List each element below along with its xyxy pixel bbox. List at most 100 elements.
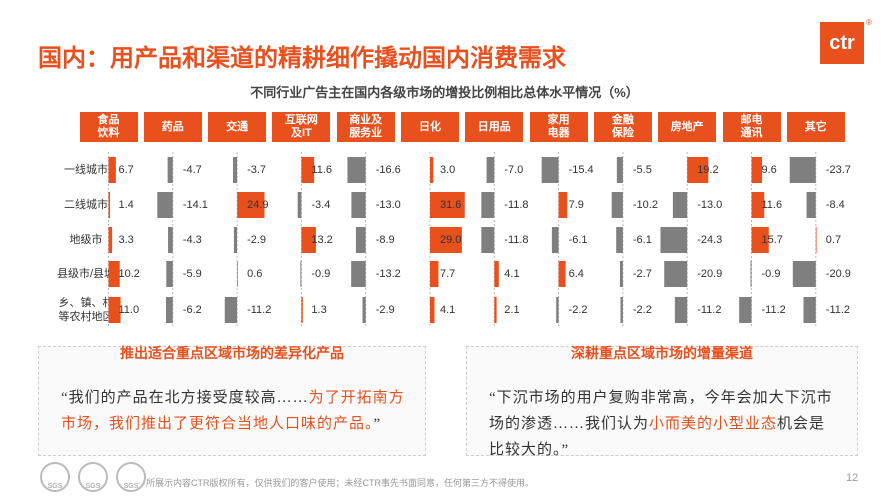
quote: “我们的产品在北方接受度较高……为了开拓南方市场，我们推出了更符合当地人口味的产… [61, 385, 409, 437]
value-label: -13.0 [376, 199, 401, 211]
column-header: 金融 保险 [593, 112, 652, 142]
bar [687, 157, 709, 183]
value-label: -11.2 [247, 304, 271, 316]
bar [237, 192, 265, 218]
value-label: -6.1 [633, 234, 652, 246]
bar [351, 261, 366, 287]
bar [494, 297, 497, 323]
bar [486, 157, 495, 183]
value-label: -11.2 [826, 304, 850, 316]
callout-title: 推出适合重点区域市场的差异化产品 [120, 345, 344, 361]
bar [556, 297, 559, 323]
value-label: 3.0 [440, 164, 455, 176]
bar [362, 297, 366, 323]
bar [108, 227, 113, 253]
bar [430, 261, 439, 287]
value-label: -8.4 [826, 199, 845, 211]
bar [430, 297, 435, 323]
quote: “下沉市场的用户复购非常高，今年会加大下沉市场的渗透……我们认为小而美的小型业态… [489, 385, 841, 463]
bar [108, 261, 120, 287]
bar [806, 192, 816, 218]
bar [664, 261, 688, 287]
value-label: -13.2 [376, 268, 401, 280]
quote-text: “下沉市场的用户复购非常高，今年会加大下沉市场的渗透……我们认为 [489, 390, 833, 432]
column-header: 房地产 [658, 112, 717, 142]
bar [301, 297, 303, 323]
value-label: 11.6 [762, 199, 783, 211]
value-label: -6.2 [183, 304, 202, 316]
callout: 深耕重点区域市场的增量渠道 “下沉市场的用户复购非常高，今年会加大下沉市场的渗透… [466, 345, 858, 458]
value-label: 4.1 [440, 304, 455, 316]
bar [558, 192, 568, 218]
page-number: 12 [846, 472, 859, 484]
bar [167, 157, 173, 183]
value-label: -15.4 [569, 164, 594, 176]
column-header: 交通 [208, 112, 267, 142]
badges: SGS SGS SGS [40, 462, 146, 492]
bar [616, 227, 623, 253]
bar [430, 157, 434, 183]
bar [108, 157, 116, 183]
value-label: 11.6 [311, 164, 332, 176]
bar [165, 297, 173, 323]
value-label: -2.2 [633, 304, 652, 316]
bar [541, 157, 559, 183]
column-header: 互联网 及IT [272, 112, 331, 142]
value-label: -23.7 [826, 164, 851, 176]
value-label: -11.2 [697, 304, 721, 316]
column-header: 食品 饮料 [79, 112, 138, 142]
bar [558, 261, 566, 287]
value-label: -3.4 [311, 199, 330, 211]
bar [157, 192, 173, 218]
row-label: 乡、镇、村等农村地区 [59, 295, 114, 323]
bar [347, 157, 366, 183]
quote-highlight: 为了开拓南方市场，我们推出了更符合当地人口味的产品。 [61, 390, 405, 432]
value-label: 29.0 [440, 234, 461, 246]
bar [300, 261, 302, 287]
row-label: 地级市 [70, 232, 103, 246]
value-label: -14.1 [183, 199, 208, 211]
bar [751, 157, 763, 183]
bar [672, 192, 688, 218]
bar [237, 261, 238, 287]
bar [355, 227, 366, 253]
value-label: -4.3 [183, 234, 202, 246]
value-label: 9.6 [762, 164, 777, 176]
bar [108, 192, 111, 218]
slide-title: 国内：用产品和渠道的精耕细作撬动国内消费需求 [38, 45, 566, 72]
value-label: 0.6 [247, 268, 262, 280]
value-label: 7.9 [569, 199, 584, 211]
value-label: -10.2 [633, 199, 658, 211]
value-label: -4.7 [183, 164, 202, 176]
bar [108, 297, 121, 323]
column-header: 其它 [786, 112, 845, 142]
bar [792, 261, 816, 287]
value-label: 1.4 [119, 199, 134, 211]
value-label: -20.9 [826, 268, 851, 280]
bar [481, 192, 495, 218]
column-header: 日化 [401, 112, 459, 142]
bar [233, 157, 238, 183]
callout-title: 深耕重点区域市场的增量渠道 [571, 345, 753, 361]
bar [611, 192, 623, 218]
bar [168, 227, 173, 253]
bar [301, 157, 315, 183]
bar [739, 297, 752, 323]
value-label: -8.9 [376, 234, 395, 246]
bar [803, 297, 816, 323]
value-label: 15.7 [762, 234, 783, 246]
quote-text: 机会是比较大的。” [489, 416, 826, 458]
bar [616, 157, 623, 183]
value-label: 7.7 [440, 268, 455, 280]
badge: SGS [40, 462, 70, 492]
bar [750, 261, 752, 287]
value-label: -2.9 [247, 234, 266, 246]
bar [815, 227, 817, 253]
bar [674, 297, 688, 323]
bar [619, 261, 623, 287]
footer-note: 所展示内容CTR版权所有，仅供我们的客户使用；未经CTR事先书面同意，任何第三方… [146, 478, 534, 488]
bar [494, 261, 499, 287]
value-label: -3.7 [247, 164, 266, 176]
row-label: 县级市/县城 [57, 266, 115, 280]
value-label: -5.5 [633, 164, 652, 176]
